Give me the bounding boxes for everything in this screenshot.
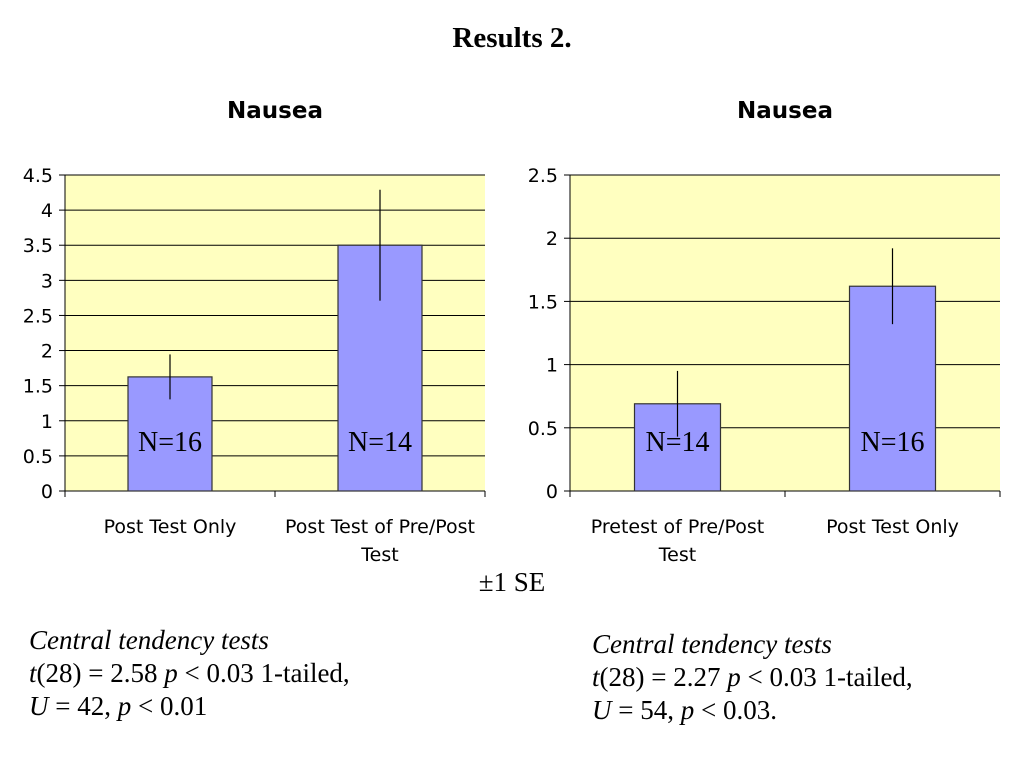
left-chart-category-label: Test [360,544,398,566]
slide-title: Results 2. [452,22,572,54]
right-chart-category-label: Test [658,544,696,566]
left-chart-bar-label: N=14 [348,427,412,458]
stats-left-t-test: t(28) = 2.58 p < 0.03 1-tailed, [29,658,350,688]
right-chart-ytick-label: 0.5 [528,418,558,440]
stats-right-t-test: t(28) = 2.27 p < 0.03 1-tailed, [592,662,913,692]
nausea-chart-right: Nausea 0 0.5 1 1.5 2 2.5 N=14 Pretest of Pre/Pos… [516,85,1016,585]
right-chart-category-label: Post Test Only [826,516,959,538]
right-chart-ytick-label: 2.5 [528,165,558,187]
right-chart-category-label: Pretest of Pre/Post [591,516,764,538]
left-chart-svg: Nausea 0 0.5 1 1.5 2 2.5 3 3.5 4 4.5 N=16 Post Test … [23,98,486,566]
left-chart-category-label: Post Test of Pre/Post [285,516,475,538]
stats-left-u-test: U = 42, p < 0.01 [29,691,208,721]
stats-right: Central tendency tests t(28) = 2.27 p < … [592,628,913,727]
left-chart-ytick-label: 2.5 [23,305,53,327]
right-chart-bar-label: N=16 [860,427,924,458]
error-bar-note: ±1 SE [478,567,546,597]
right-chart-ytick-label: 2 [546,228,558,250]
right-chart-bar-label: N=14 [645,427,709,458]
left-chart-ytick-label: 4.5 [23,165,53,187]
right-chart-ytick-label: 0 [546,481,558,503]
left-chart-category-label: Post Test Only [104,516,237,538]
stats-left-heading: Central tendency tests [29,625,269,655]
left-chart-ytick-label: 4 [41,200,53,222]
left-chart-ytick-label: 2 [41,341,53,363]
nausea-chart-left: Nausea 0 0.5 1 1.5 2 2.5 3 3.5 4 4.5 N=16 Post Test … [10,85,510,585]
right-chart-title: Nausea [737,98,833,124]
left-chart-ytick-label: 3.5 [23,235,53,257]
left-chart-title: Nausea [227,98,323,124]
left-chart-bar-label: N=16 [138,427,202,458]
left-chart-ytick-label: 0.5 [23,446,53,468]
left-chart-ytick-label: 1 [41,411,53,433]
right-chart-ytick-label: 1 [546,355,558,377]
left-chart-ytick-label: 1.5 [23,376,53,398]
stats-right-heading: Central tendency tests [592,629,832,659]
stats-left: Central tendency tests t(28) = 2.58 p < … [29,624,350,723]
stats-right-u-test: U = 54, p < 0.03. [592,695,777,725]
left-chart-ytick-label: 0 [41,481,53,503]
right-chart-bar [633,403,722,492]
right-chart-ytick-label: 1.5 [528,291,558,313]
left-chart-ytick-label: 3 [41,270,53,292]
right-chart-svg: Nausea 0 0.5 1 1.5 2 2.5 N=14 Pretest of Pre/Pos… [528,98,1001,566]
